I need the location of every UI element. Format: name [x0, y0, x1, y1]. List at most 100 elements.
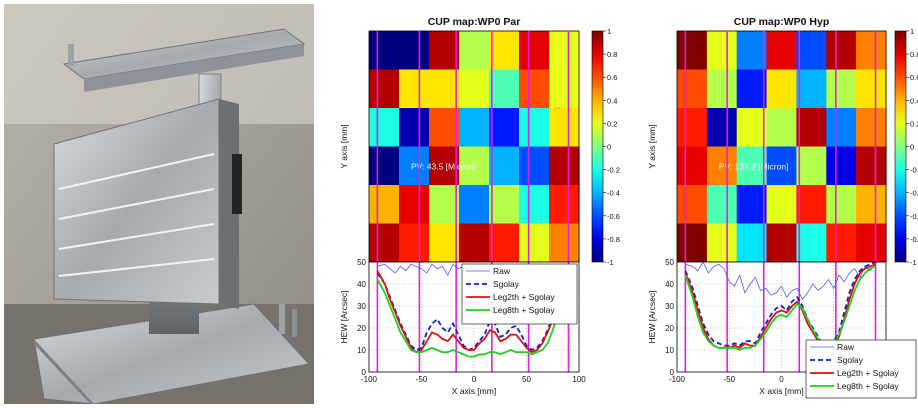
heatmap-cell	[489, 31, 520, 71]
colorbar-tick-label: 0.2	[607, 119, 617, 128]
heatmap-cell	[826, 69, 857, 109]
heatmap-cell	[766, 69, 798, 109]
pv-label: PV: 43.5 [Micron]	[411, 162, 476, 172]
map-ylabel: Y axis [mm]	[339, 124, 349, 168]
heatmap-cell	[399, 223, 430, 263]
heatmap-cell	[677, 31, 708, 71]
colorbar-tick-label: 0.6	[910, 73, 918, 82]
heatmap-cell	[677, 69, 708, 109]
colorbar-tick-label: -0.6	[910, 212, 918, 221]
x-tick-label: 0	[779, 375, 784, 384]
heatmap-cell	[459, 69, 490, 109]
heatmap-cell	[856, 69, 887, 109]
colorbar-tick-label: 0	[607, 143, 611, 152]
colorbar-tick-label: 1	[910, 27, 914, 36]
heatmap-cell	[736, 108, 768, 148]
heatmap-cell	[826, 108, 857, 148]
legend-label: Leg2th + Sgolay	[493, 292, 555, 302]
x-tick-label: 100	[572, 375, 586, 384]
heatmap-cell	[766, 185, 798, 225]
heatmap-cell	[736, 146, 768, 186]
heatmap-cell	[489, 223, 520, 263]
series-line-leg8th-sgolay	[684, 265, 876, 351]
heatmap-cell	[736, 223, 768, 263]
heatmap-cell	[766, 223, 798, 263]
heatmap-cell	[399, 108, 430, 148]
x-tick-label: 50	[522, 375, 531, 384]
legend-label: Sgolay	[837, 355, 864, 365]
y-tick-label: 40	[665, 280, 674, 289]
heatmap-cell	[519, 108, 550, 148]
mirror-mount-photo	[4, 4, 314, 404]
y-tick-label: 10	[357, 346, 366, 355]
colorbar	[894, 30, 907, 263]
heatmap-cell	[519, 146, 550, 186]
heatmap-cell	[429, 146, 460, 186]
heatmap-cell	[399, 146, 430, 186]
heatmap-cell	[796, 223, 827, 263]
legend-box	[461, 263, 578, 325]
colorbar-tick-label: -1	[607, 258, 614, 267]
heatmap-cell	[459, 31, 490, 71]
heatmap-cell	[796, 185, 827, 225]
x-tick-label: -100	[669, 375, 686, 384]
y-tick-label: 50	[357, 258, 366, 267]
heatmap-cell	[399, 69, 430, 109]
x-tick-label: -100	[361, 375, 378, 384]
y-tick-label: 30	[357, 302, 366, 311]
colorbar-tick-label: 0.4	[607, 96, 617, 105]
heatmap-cell	[736, 69, 768, 109]
heatmap-cell	[429, 69, 460, 109]
panel-1: CUP map:WP0 Par PV: 43.5 [Micron] Y axis […	[339, 16, 620, 396]
colorbar-tick-label: -0.6	[607, 212, 620, 221]
heatmap-cell	[856, 108, 887, 148]
y-axis-label: HEW [Arcsec]	[339, 291, 349, 344]
heatmap-cell	[369, 223, 400, 263]
heatmap-cell	[369, 146, 400, 186]
heatmap-cell	[549, 69, 580, 109]
heatmap-cell	[369, 69, 400, 109]
colorbar-tick-label: -1	[910, 258, 917, 267]
heatmap-cell	[706, 223, 738, 263]
colorbar-tick-label: 0.2	[910, 119, 918, 128]
heatmap-cell	[766, 31, 798, 71]
heatmap-cell	[459, 146, 490, 186]
heatmap-cell	[399, 185, 430, 225]
y-tick-label: 20	[357, 324, 366, 333]
heatmap-cell	[796, 69, 827, 109]
heatmap-cell	[369, 31, 400, 71]
plot-frame	[368, 261, 580, 373]
legend-label: Leg8th + Sgolay	[493, 305, 555, 315]
colorbar-tick-label: 0.6	[607, 73, 617, 82]
heatmap-cell	[766, 146, 798, 186]
y-tick-label: 30	[665, 302, 674, 311]
heatmap-cell	[519, 69, 550, 109]
series-line-sgolay	[376, 272, 570, 352]
heatmap-cell	[677, 146, 708, 186]
legend-label: Raw	[837, 342, 855, 352]
heatmap-cell	[489, 185, 520, 225]
y-tick-label: 20	[665, 324, 674, 333]
heatmap-cell	[429, 31, 460, 71]
x-axis-label: X axis [mm]	[452, 386, 496, 396]
heatmap-cell	[459, 108, 490, 148]
series-line-leg2th-sgolay	[376, 270, 570, 354]
x-tick-label: 0	[472, 375, 477, 384]
y-tick-label: 0	[670, 368, 675, 377]
heatmap-cell	[706, 69, 738, 109]
y-tick-label: 50	[665, 258, 674, 267]
cup-heatmap	[369, 31, 580, 263]
x-axis-label: X axis [mm]	[759, 386, 803, 396]
heatmap-cell	[826, 185, 857, 225]
colorbar-tick-label: -0.4	[910, 189, 918, 198]
panel-title: CUP map:WP0 Par	[428, 16, 521, 28]
series-line-sgolay	[684, 261, 876, 349]
heatmap-cell	[399, 31, 430, 71]
heatmap-cell	[706, 185, 738, 225]
colorbar	[591, 30, 604, 263]
heatmap-cell	[796, 31, 827, 71]
map-ylabel: Y axis [mm]	[647, 124, 657, 168]
heatmap-cell	[429, 185, 460, 225]
legend-label: Leg2th + Sgolay	[837, 368, 899, 378]
heatmap-cell	[489, 69, 520, 109]
